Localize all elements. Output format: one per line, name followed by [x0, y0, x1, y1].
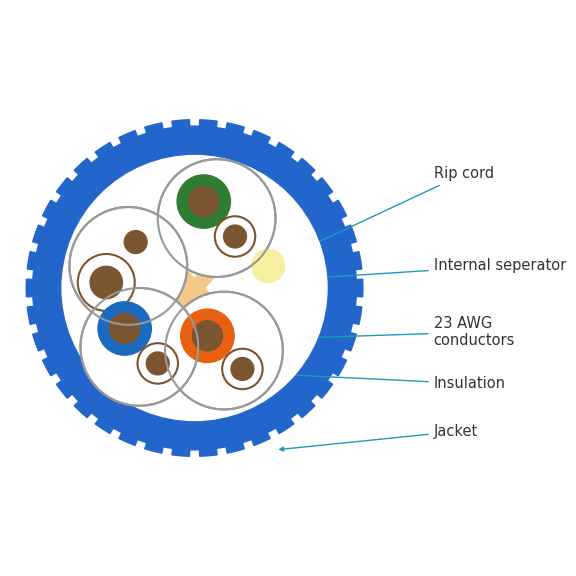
Text: Internal seperator: Internal seperator — [191, 259, 566, 287]
Circle shape — [115, 222, 156, 262]
Circle shape — [231, 358, 254, 380]
Polygon shape — [313, 178, 332, 198]
Polygon shape — [33, 331, 48, 351]
Polygon shape — [190, 283, 274, 367]
Polygon shape — [295, 158, 315, 178]
Text: 23 AWG
conductors: 23 AWG conductors — [257, 316, 515, 348]
Text: Jacket: Jacket — [280, 424, 478, 451]
Polygon shape — [250, 131, 270, 147]
Polygon shape — [27, 252, 41, 270]
Circle shape — [124, 230, 147, 253]
Circle shape — [252, 249, 285, 282]
Polygon shape — [225, 438, 244, 453]
Polygon shape — [95, 415, 116, 434]
Polygon shape — [250, 429, 270, 445]
Polygon shape — [340, 331, 357, 351]
Polygon shape — [119, 429, 139, 445]
Polygon shape — [95, 142, 116, 161]
Circle shape — [146, 352, 169, 375]
Circle shape — [177, 175, 230, 228]
Circle shape — [62, 156, 327, 420]
Polygon shape — [329, 200, 347, 221]
Polygon shape — [351, 279, 363, 297]
Polygon shape — [348, 306, 362, 324]
Polygon shape — [33, 225, 48, 245]
Circle shape — [189, 187, 219, 217]
Polygon shape — [295, 398, 315, 418]
Circle shape — [90, 266, 123, 299]
Text: Rip cord: Rip cord — [283, 166, 494, 259]
Polygon shape — [56, 378, 75, 398]
Circle shape — [222, 348, 263, 389]
Circle shape — [81, 288, 198, 406]
Polygon shape — [43, 200, 60, 221]
Circle shape — [70, 207, 187, 325]
Polygon shape — [119, 131, 139, 147]
Polygon shape — [313, 378, 332, 398]
Polygon shape — [172, 120, 190, 132]
Polygon shape — [172, 444, 190, 456]
Circle shape — [165, 291, 283, 410]
Polygon shape — [274, 415, 294, 434]
Text: Insulation: Insulation — [247, 371, 506, 391]
Polygon shape — [115, 283, 200, 367]
Circle shape — [109, 313, 140, 343]
Circle shape — [78, 254, 135, 311]
Polygon shape — [56, 178, 75, 198]
Polygon shape — [115, 209, 200, 293]
Polygon shape — [190, 209, 274, 293]
Polygon shape — [74, 398, 94, 418]
Circle shape — [158, 159, 275, 277]
Polygon shape — [145, 438, 164, 453]
Polygon shape — [26, 279, 37, 297]
Circle shape — [98, 302, 151, 355]
Polygon shape — [348, 252, 362, 270]
Polygon shape — [27, 306, 41, 324]
Polygon shape — [145, 123, 164, 138]
Polygon shape — [74, 158, 94, 178]
Circle shape — [223, 225, 247, 248]
Polygon shape — [340, 225, 357, 245]
Polygon shape — [225, 123, 244, 138]
Circle shape — [33, 126, 357, 450]
Polygon shape — [43, 355, 60, 376]
Polygon shape — [274, 142, 294, 161]
Circle shape — [215, 216, 255, 257]
Circle shape — [192, 321, 222, 351]
Circle shape — [181, 309, 234, 362]
Circle shape — [138, 343, 178, 384]
Polygon shape — [199, 120, 217, 132]
Polygon shape — [329, 355, 347, 376]
Polygon shape — [199, 444, 217, 456]
